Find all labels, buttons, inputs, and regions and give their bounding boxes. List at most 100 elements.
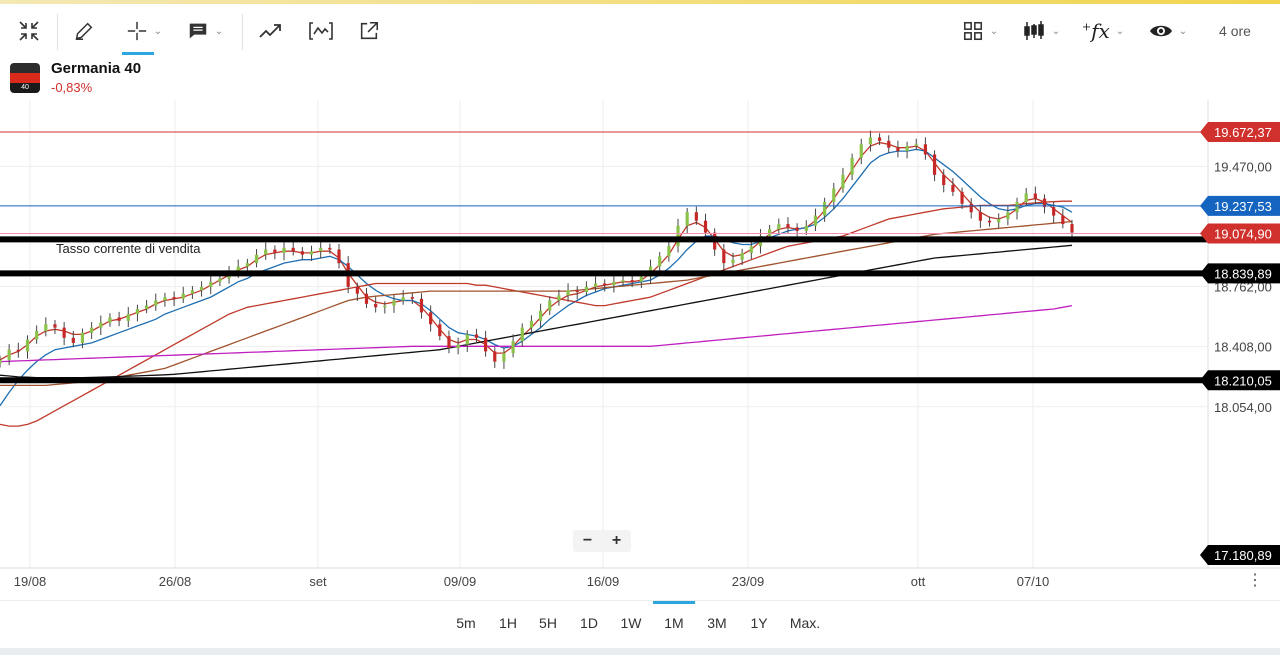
layout-grid-icon[interactable]: ⌄	[958, 14, 1002, 48]
top-accent-bar	[0, 0, 1280, 4]
comment-icon[interactable]: ⌄	[180, 14, 230, 48]
more-options-icon[interactable]: ⋮	[1247, 572, 1263, 589]
candle	[593, 283, 598, 287]
candle	[16, 349, 20, 352]
period-1w[interactable]: 1W	[620, 615, 642, 631]
candle	[117, 317, 121, 321]
candle	[511, 341, 515, 354]
x-tick-label: 09/09	[444, 574, 477, 589]
instrument-header: 40 Germania 40 -0,83%	[10, 60, 141, 98]
candle	[612, 281, 616, 286]
period-1d[interactable]: 1D	[580, 615, 598, 631]
candle	[722, 249, 726, 264]
candle	[328, 247, 332, 250]
eye-icon[interactable]: ⌄	[1144, 14, 1192, 48]
candle	[557, 295, 561, 301]
candle	[190, 290, 195, 294]
zoom-in-button[interactable]: +	[611, 532, 622, 549]
candle	[319, 247, 323, 252]
indicator-box-icon[interactable]	[306, 14, 336, 48]
candle	[273, 249, 277, 253]
chart-annotation: Tasso corrente di vendita	[56, 241, 201, 256]
zoom-out-button[interactable]: −	[582, 532, 593, 549]
candle	[520, 327, 524, 342]
candle	[154, 300, 158, 306]
period-3m[interactable]: 3M	[707, 615, 727, 631]
price-tag	[1200, 370, 1280, 391]
candle	[282, 247, 286, 253]
candle	[841, 174, 845, 189]
price-tag	[1200, 195, 1280, 216]
price-tag	[1200, 223, 1280, 244]
candle	[392, 300, 396, 306]
candle	[291, 247, 295, 252]
moving-average-line	[0, 141, 1073, 361]
bottom-bar	[0, 648, 1280, 655]
candle	[144, 305, 149, 309]
candle	[80, 332, 85, 343]
candle	[62, 327, 66, 338]
candle	[502, 353, 506, 362]
external-link-icon[interactable]	[356, 14, 382, 48]
candle	[355, 286, 359, 294]
price-tag	[1200, 122, 1280, 142]
candle	[538, 310, 543, 321]
candle	[199, 286, 204, 291]
candle	[639, 276, 643, 282]
candle	[685, 212, 689, 226]
candle	[868, 137, 873, 145]
candle	[813, 215, 818, 226]
candle	[529, 320, 534, 328]
candle	[236, 266, 240, 272]
chevron-down-icon: ⌄	[989, 25, 999, 37]
candle	[978, 212, 982, 221]
candle	[374, 303, 378, 308]
candle	[364, 293, 369, 304]
period-selector: 5m 1H 5H 1D 1W 1M 3M 1Y Max.	[0, 600, 1280, 648]
period-1h[interactable]: 1H	[499, 615, 517, 631]
active-tool-indicator	[122, 52, 154, 55]
x-tick-label: 07/10	[1017, 574, 1050, 589]
candle	[575, 290, 579, 292]
chevron-down-icon: ⌄	[1051, 25, 1061, 37]
candle	[731, 259, 735, 264]
candle	[1006, 212, 1010, 219]
candle	[923, 144, 928, 155]
candles-icon[interactable]: ⌄	[1018, 14, 1064, 48]
candle	[465, 334, 469, 345]
timeframe-select[interactable]: 4 ore	[1205, 14, 1265, 48]
candle	[383, 305, 387, 308]
period-1m[interactable]: 1M	[664, 615, 684, 631]
collapse-icon[interactable]	[14, 14, 44, 48]
active-period-indicator	[653, 601, 695, 604]
pencil-icon[interactable]	[70, 14, 98, 48]
candle	[1061, 215, 1065, 225]
candle	[163, 297, 167, 301]
candle	[1015, 202, 1019, 213]
candle	[264, 249, 268, 255]
candle	[410, 297, 414, 299]
candle	[658, 256, 662, 267]
price-tag-label: 18.210,05	[1214, 373, 1272, 388]
candle	[621, 280, 625, 282]
fx-icon[interactable]: +fx ⌄	[1081, 19, 1125, 43]
crosshair-icon[interactable]: ⌄	[118, 14, 170, 48]
candle	[905, 145, 909, 152]
period-max[interactable]: Max.	[789, 615, 821, 631]
period-1y[interactable]: 1Y	[750, 615, 768, 631]
instrument-name: Germania 40	[51, 60, 142, 77]
candle	[740, 252, 744, 260]
period-5h[interactable]: 5H	[539, 615, 557, 631]
trend-icon[interactable]	[256, 14, 286, 48]
price-chart[interactable]: 19.470,0018.762,0018.408,0018.054,0019/0…	[0, 100, 1280, 600]
candle	[181, 293, 185, 299]
moving-average-line	[0, 244, 1073, 379]
candle	[90, 327, 94, 333]
candle	[337, 249, 341, 264]
candle	[786, 224, 790, 228]
x-tick-label: ott	[911, 574, 926, 589]
candle	[630, 280, 634, 282]
candle	[768, 229, 772, 236]
period-5m[interactable]: 5m	[456, 615, 476, 631]
candle	[419, 298, 424, 313]
